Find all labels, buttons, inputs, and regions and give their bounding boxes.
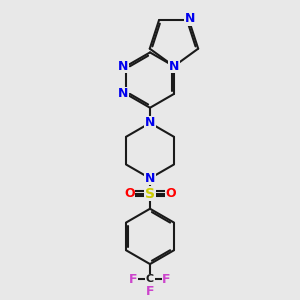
Text: O: O — [124, 187, 135, 200]
Text: C: C — [146, 274, 154, 284]
Text: N: N — [145, 172, 155, 185]
Text: F: F — [162, 273, 171, 286]
Text: S: S — [145, 187, 155, 200]
Text: N: N — [185, 13, 195, 26]
Text: N: N — [169, 60, 179, 73]
Text: N: N — [145, 116, 155, 130]
Text: N: N — [118, 87, 128, 101]
Text: O: O — [165, 187, 176, 200]
Text: F: F — [129, 273, 138, 286]
Text: N: N — [118, 60, 128, 73]
Text: F: F — [146, 285, 154, 298]
